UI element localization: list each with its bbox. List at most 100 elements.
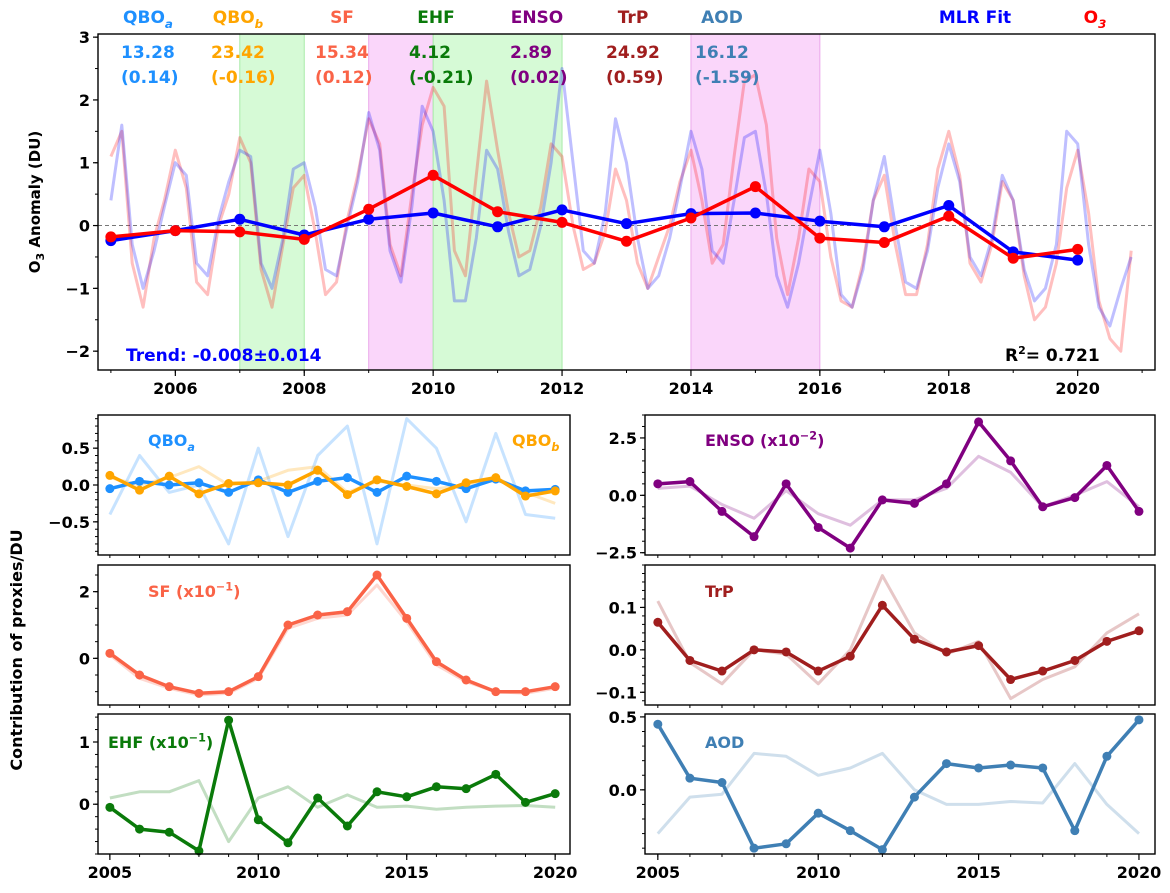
panel-label-sf-base: SF (x10 bbox=[148, 582, 216, 601]
ehf-ehf-point bbox=[253, 815, 263, 825]
qbo-qbo_b-point bbox=[253, 478, 263, 488]
mlr-monthly-line bbox=[109, 67, 1133, 328]
sf-sf-point bbox=[283, 620, 293, 630]
ehf-ehf-point bbox=[135, 824, 145, 834]
trp-trp-point bbox=[909, 634, 919, 644]
legend-sf-base: SF bbox=[330, 8, 354, 28]
legend-corr-qbo_b: (-0.16) bbox=[211, 68, 276, 88]
shared-ylabel: Contribution of proxies/DU bbox=[7, 529, 26, 770]
legend-o3-base: O bbox=[1084, 8, 1098, 28]
x-tick-label: 2010 bbox=[236, 863, 281, 882]
x-tick-label: 2014 bbox=[669, 379, 714, 398]
y-tick-label: 2 bbox=[79, 91, 90, 110]
mlr-annual-point bbox=[621, 218, 632, 230]
legend-o3: O3 bbox=[1084, 8, 1107, 31]
ehf-ehf-point bbox=[105, 802, 115, 812]
qbo-qbo_a-point bbox=[402, 471, 412, 481]
legend-qbo_b-sub: b bbox=[255, 17, 264, 31]
qbo-qbo_b-point bbox=[283, 480, 293, 490]
panel-label-ehf-sup: −1 bbox=[189, 732, 206, 745]
legend-aod: AOD bbox=[701, 8, 743, 28]
legend-value-trp: 24.92 bbox=[606, 43, 660, 63]
ehf-ehf-point bbox=[283, 838, 293, 848]
legend-enso: ENSO bbox=[511, 8, 564, 28]
legend-corr-enso: (0.02) bbox=[510, 68, 567, 88]
aod-aod-point bbox=[974, 763, 984, 773]
panel-label-enso-tail: ) bbox=[817, 431, 824, 450]
aod-aod-point bbox=[781, 839, 791, 849]
aod-aod-point bbox=[845, 826, 855, 836]
trp-trp-line bbox=[656, 603, 1140, 682]
ehf-ehf-point bbox=[402, 792, 412, 802]
axes-frame bbox=[644, 414, 1156, 556]
enso-enso-line bbox=[657, 420, 1141, 550]
qbo-qbo_b-point bbox=[520, 491, 530, 501]
enso-enso-point bbox=[942, 479, 952, 489]
ehf-ehf-point bbox=[461, 784, 471, 794]
panel-label-aod-base: AOD bbox=[705, 733, 744, 752]
enso-enso-point bbox=[845, 543, 855, 553]
shaded-band bbox=[239, 34, 305, 370]
x-tick-label: 2008 bbox=[282, 379, 327, 398]
y-tick-label: 0.5 bbox=[62, 439, 90, 458]
trp-trp-point bbox=[1038, 666, 1048, 676]
qbo-qbo_a-point bbox=[105, 484, 115, 494]
trp-chart-panel: −0.1 0.0 0.1 TrP bbox=[595, 564, 1156, 708]
x-tick-label: 2005 bbox=[636, 863, 681, 882]
mlr-annual-point bbox=[749, 207, 761, 219]
panel-label-ehf-base: EHF (x10 bbox=[108, 733, 189, 752]
aod-aod-point bbox=[813, 808, 823, 818]
mlr-annual-point bbox=[427, 207, 439, 219]
trp-trp-point bbox=[845, 651, 855, 661]
enso-chart-panel: −2.5 0.0 2.5 ENSO (x10−2) bbox=[595, 414, 1156, 563]
sf-sf-point bbox=[491, 687, 501, 697]
qbo-qbo_a-point bbox=[431, 476, 441, 486]
sf-sf-point bbox=[164, 682, 174, 692]
legend-enso-base: ENSO bbox=[511, 8, 564, 28]
qbo-qbo_b-line bbox=[109, 468, 556, 498]
y-tick-label: −1 bbox=[65, 279, 90, 298]
o3-annual-point bbox=[1072, 243, 1084, 255]
mlr-annual-point bbox=[363, 213, 375, 225]
enso-enso-point bbox=[781, 479, 791, 489]
legend-qbo_a-base: QBO bbox=[123, 8, 165, 28]
qbo-qbo_a-point bbox=[194, 478, 204, 488]
main-ylabel-sub: 3 bbox=[34, 253, 47, 261]
panel-label-qbo_a-base: QBO bbox=[148, 431, 187, 450]
enso-enso-point bbox=[653, 479, 663, 489]
qbo-qbo_b-point bbox=[194, 489, 204, 499]
enso-enso-point bbox=[1006, 456, 1016, 466]
shaded-band bbox=[690, 34, 820, 370]
legend-o3-sub: 3 bbox=[1098, 17, 1106, 31]
o3-annual-point bbox=[943, 210, 955, 222]
y-tick-label: 1 bbox=[79, 154, 90, 173]
x-tick-label: 2020 bbox=[533, 863, 578, 882]
qbo-qbo_b-point bbox=[342, 490, 352, 500]
main-chart-panel: −2 −1 0 1 2 3 2006 2008 2010 2012 2014 2016 2018 2020… bbox=[26, 8, 1156, 398]
sf-sf-line bbox=[108, 573, 556, 696]
trp-trp-point bbox=[781, 647, 791, 657]
legend-ehf: EHF bbox=[417, 8, 454, 28]
sf-sf-point bbox=[194, 688, 204, 698]
trp-trp-point bbox=[1070, 655, 1080, 665]
mlr-annual-point bbox=[1072, 254, 1084, 266]
r2-annotation: R2= 0.721 bbox=[1005, 344, 1100, 366]
legend-sf: SF bbox=[330, 8, 354, 28]
r2-label: R bbox=[1005, 346, 1018, 366]
sf-sf-point bbox=[135, 670, 145, 680]
qbo-qbo_b-point bbox=[491, 473, 501, 483]
ehf-ehf-point bbox=[342, 821, 352, 831]
panel-label-enso: ENSO (x10−2) bbox=[705, 430, 824, 450]
sf-sf-point bbox=[431, 657, 441, 667]
qbo-qbo_a-point bbox=[283, 487, 293, 497]
y-tick-label: 2.5 bbox=[609, 429, 637, 448]
enso-enso-point bbox=[813, 522, 823, 532]
qbo-qbo_b-point bbox=[372, 475, 382, 485]
panel-label-qbo_b-base: QBO bbox=[512, 431, 551, 450]
trp-trp-point bbox=[685, 655, 695, 665]
enso-enso-point bbox=[909, 498, 919, 508]
trp-trp-point bbox=[653, 617, 663, 627]
panel-label-sf: SF (x10−1) bbox=[148, 581, 240, 601]
o3-annual-point bbox=[749, 181, 761, 193]
